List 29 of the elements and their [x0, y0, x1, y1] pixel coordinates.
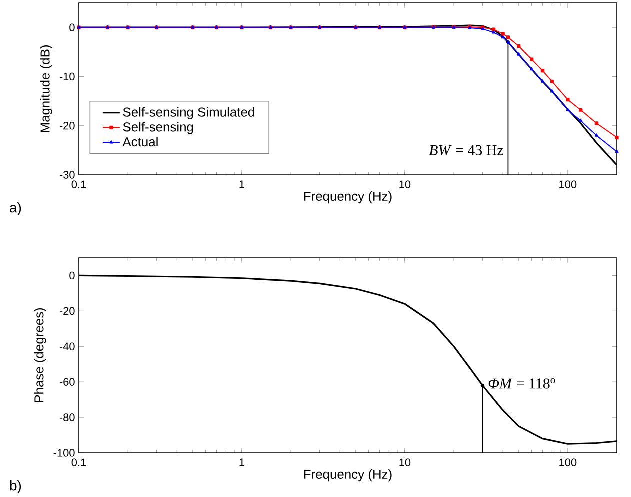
legend-label: Self-sensing Simulated	[123, 107, 254, 120]
x-tick-label: 100	[560, 458, 577, 467]
x-tick-label: 10	[400, 180, 411, 189]
annotation: ΦM = 118$^{o}$	[488, 378, 556, 389]
y-tick-label: 0	[70, 272, 75, 280]
y-tick-label: -40	[60, 342, 75, 351]
x-tick-label: 1	[240, 458, 244, 466]
x-tick-label: 100	[560, 180, 577, 189]
x-axis-title: Frequency (Hz)	[304, 470, 392, 482]
x-tick-label: 0.1	[72, 458, 86, 467]
legend-label: Self-sensing	[123, 122, 194, 134]
y-tick-label: -30	[60, 171, 75, 179]
x-tick-label: 10	[400, 458, 411, 467]
y-tick-label: -100	[54, 449, 75, 457]
text: b)	[10, 480, 22, 494]
y-tick-label: -20	[60, 122, 75, 130]
y-tick-label: -20	[60, 307, 75, 316]
y-tick-label: -80	[60, 414, 75, 422]
annotation: BW = 43 Hz	[429, 145, 504, 156]
text: a)	[10, 202, 22, 216]
legend-label: Actual	[122, 137, 158, 147]
y-tick-label: -60	[60, 378, 75, 386]
y-axis-title: Phase (degrees)	[34, 308, 46, 402]
x-axis-title: Frequency (Hz)	[304, 192, 392, 204]
y-axis-title: Magnitude (dB)	[40, 46, 52, 132]
x-tick-label: 0.1	[72, 180, 86, 189]
y-tick-label: 0	[70, 24, 75, 32]
x-tick-label: 1	[240, 180, 244, 188]
y-tick-label: -10	[60, 72, 75, 81]
